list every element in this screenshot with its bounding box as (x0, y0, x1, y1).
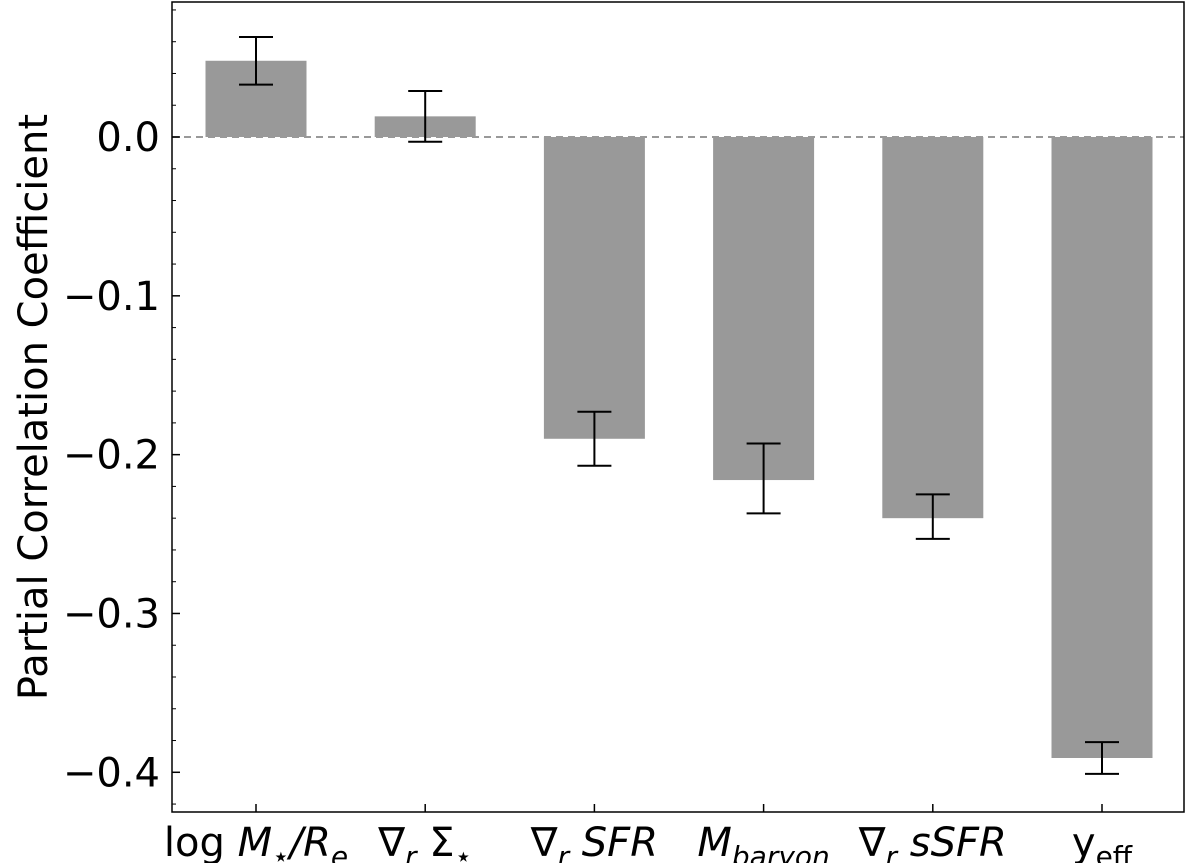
y-tick-label-0: 0.0 (96, 115, 160, 161)
x-tick-label-2: ∇r SFR (530, 820, 658, 863)
bar-4 (882, 137, 984, 519)
y-tick-label-3: −0.3 (63, 591, 160, 637)
plot-frame (171, 1, 1185, 813)
y-tick-label-2: −0.2 (63, 433, 160, 479)
x-tick-label-5: yeff (1072, 820, 1133, 863)
x-tick-label-1: ∇r Σ⋆ (377, 820, 472, 863)
bar-3 (713, 137, 815, 481)
y-tick-label-1: −0.1 (63, 274, 160, 320)
y-tick-label-4: −0.4 (63, 750, 160, 796)
x-tick-label-0: log M⋆/Re (164, 820, 348, 863)
bar-2 (543, 137, 645, 439)
bar-5 (1051, 137, 1153, 758)
x-tick-label-4: ∇r sSFR (858, 820, 1007, 863)
x-tick-label-3: Mbaryon (697, 820, 829, 863)
y-axis-label: Partial Correlation Coefficient (11, 114, 57, 700)
x-axis: log M⋆/Re ∇r Σ⋆ ∇r SFR Mbaryon ∇r sSFR yeff (164, 804, 1133, 863)
bar-group (205, 60, 1153, 758)
error-bar-group (239, 35, 1119, 775)
y-axis: 0.0 −0.1 −0.2 −0.3 −0.4 (63, 9, 180, 805)
